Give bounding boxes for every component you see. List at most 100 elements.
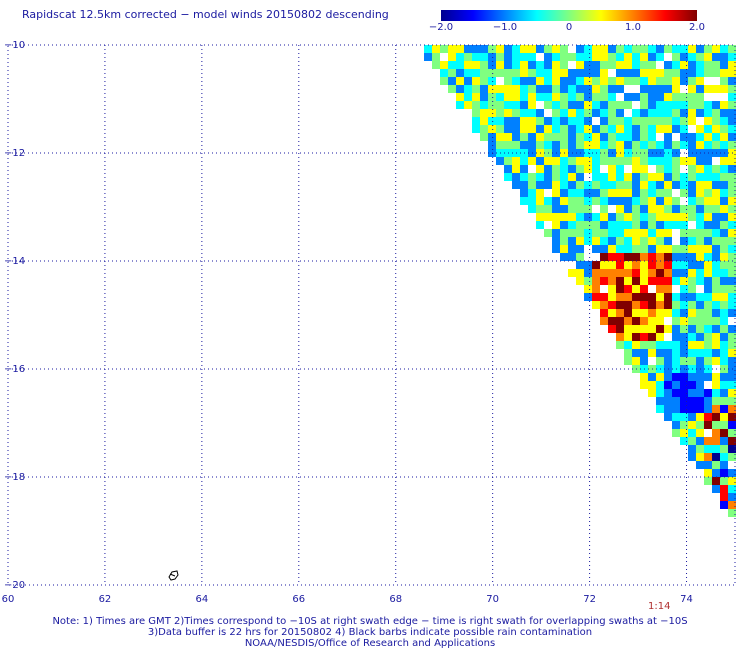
wind-cell [656,373,664,381]
wind-cell [704,413,712,421]
wind-cell [552,205,560,213]
wind-cell [624,101,632,109]
wind-cell [696,85,704,93]
wind-cell [528,157,536,165]
wind-cell [568,93,576,101]
wind-cell [552,157,560,165]
wind-cell [672,45,680,53]
wind-cell [504,45,512,53]
wind-cell [512,77,520,85]
wind-cell [560,133,568,141]
wind-cell [584,157,592,165]
wind-cell [560,253,568,261]
wind-cell [728,53,736,61]
wind-cell [608,317,616,325]
wind-cell [728,213,736,221]
wind-cell [720,261,728,269]
wind-cell [704,213,712,221]
wind-cell [664,85,672,93]
wind-cell [536,125,544,133]
wind-cell [624,205,632,213]
wind-cell [656,53,664,61]
wind-cell [656,229,664,237]
wind-cell [624,253,632,261]
wind-cell [616,117,624,125]
wind-cell [568,253,576,261]
wind-cell [552,197,560,205]
wind-cell [704,373,712,381]
wind-cell [584,125,592,133]
wind-cell [712,389,720,397]
wind-cell [616,69,624,77]
wind-cell [720,269,728,277]
wind-cell [712,277,720,285]
wind-cell [576,93,584,101]
wind-cell [672,69,680,77]
wind-cell [600,53,608,61]
wind-cell [656,85,664,93]
wind-cell [704,245,712,253]
wind-cell [720,493,728,501]
wind-cell [728,429,736,437]
wind-cell [576,85,584,93]
wind-cell [664,357,672,365]
wind-cell [720,237,728,245]
wind-cell [568,237,576,245]
wind-cell [600,61,608,69]
wind-cell [616,325,624,333]
wind-cell [656,205,664,213]
wind-cell [520,173,528,181]
wind-cell [568,245,576,253]
wind-cell [680,277,688,285]
wind-cell [576,45,584,53]
wind-cell [640,317,648,325]
wind-cell [552,53,560,61]
wind-cell [640,61,648,69]
wind-cell [720,85,728,93]
wind-cell [688,429,696,437]
wind-cell [720,221,728,229]
wind-cell [552,229,560,237]
wind-cell [536,109,544,117]
wind-cell [720,245,728,253]
wind-cell [632,197,640,205]
wind-cell [632,133,640,141]
wind-cell [592,77,600,85]
wind-cell [592,221,600,229]
wind-cell [608,229,616,237]
wind-cell [632,245,640,253]
wind-cell [496,133,504,141]
wind-cell [728,485,736,493]
wind-cell [680,429,688,437]
wind-cell [672,101,680,109]
wind-cell [632,333,640,341]
wind-cell [608,45,616,53]
wind-cell [472,125,480,133]
wind-cell [680,317,688,325]
wind-cell [704,357,712,365]
wind-cell [496,109,504,117]
wind-cell [528,69,536,77]
wind-cell [664,197,672,205]
wind-cell [720,325,728,333]
wind-cell [656,189,664,197]
wind-cell [528,53,536,61]
wind-cell [592,301,600,309]
wind-cell [584,237,592,245]
wind-cell [656,253,664,261]
wind-cell [552,101,560,109]
wind-cell [608,125,616,133]
wind-cell [728,325,736,333]
wind-cell [592,197,600,205]
wind-cell [688,269,696,277]
wind-cell [648,117,656,125]
wind-cell [440,77,448,85]
wind-cell [576,261,584,269]
wind-cell [560,245,568,253]
wind-cell [672,141,680,149]
wind-cell [456,69,464,77]
wind-cell [536,157,544,165]
wind-cell [608,285,616,293]
wind-cell [512,125,520,133]
wind-cell [664,349,672,357]
